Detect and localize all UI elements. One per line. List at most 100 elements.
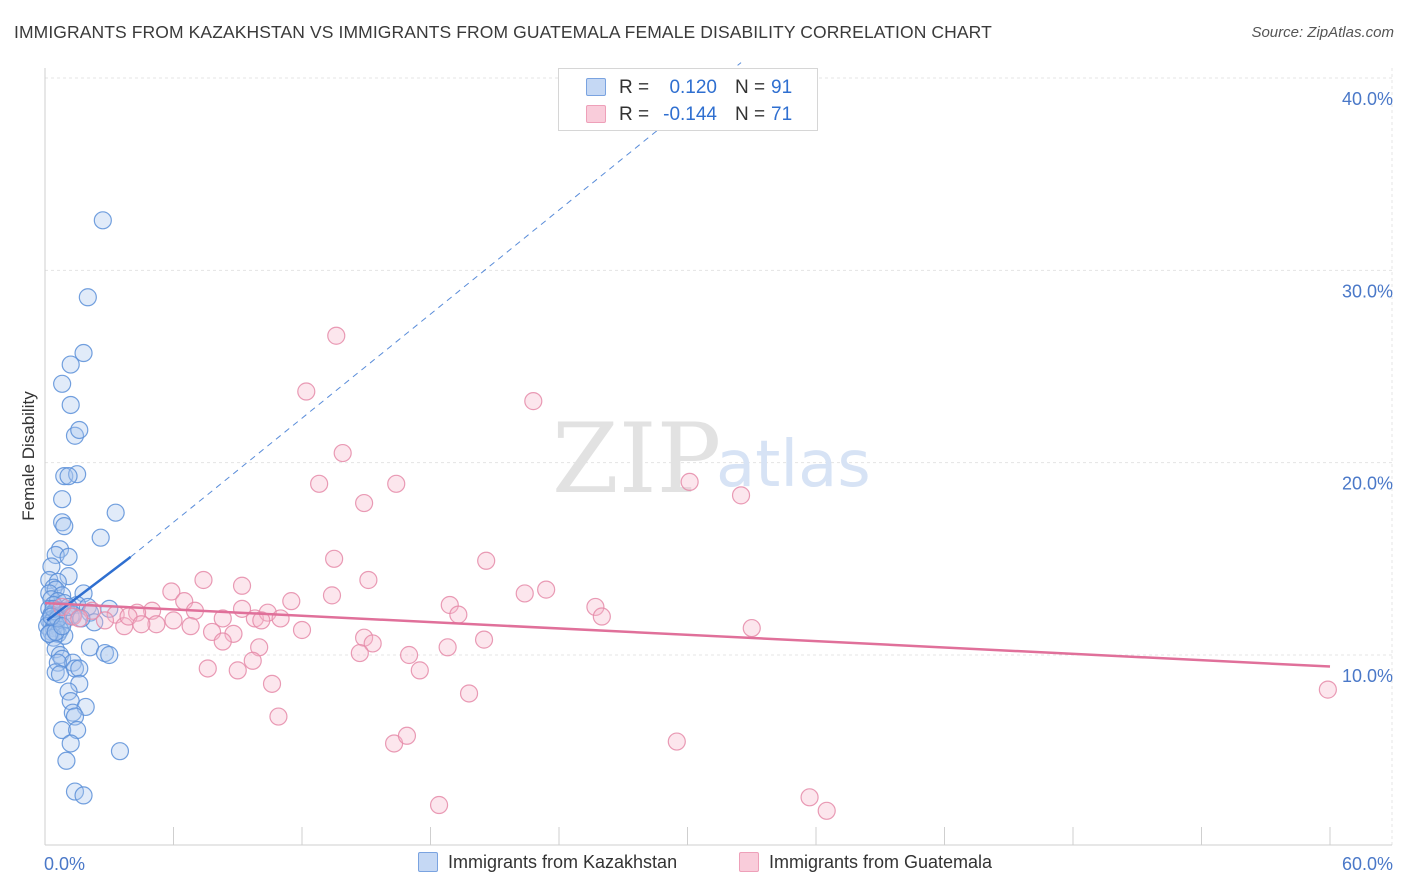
kazakhstan-trend-line xyxy=(46,555,132,622)
kazakhstan-point xyxy=(61,734,80,753)
guatemala-point xyxy=(817,801,836,820)
legend-row-guatemala: R = -0.144 N = 71 xyxy=(559,101,817,127)
guatemala-point xyxy=(232,599,252,618)
kazakhstan-point xyxy=(59,567,78,586)
axes xyxy=(44,68,1392,846)
kazakhstan-point xyxy=(70,420,89,440)
guatemala-point xyxy=(680,472,699,491)
chart-title: IMMIGRANTS FROM KAZAKHSTAN VS IMMIGRANTS… xyxy=(14,22,992,42)
guatemala-point xyxy=(297,382,316,401)
kazakhstan-point xyxy=(53,374,72,393)
watermark: ZIP atlas xyxy=(552,403,871,515)
guatemala-point xyxy=(198,659,217,678)
kazakhstan-point xyxy=(65,707,85,726)
grid-lines xyxy=(45,68,1393,845)
kazakhstan-point xyxy=(91,528,110,547)
guatemala-point xyxy=(449,605,468,624)
guatemala-point xyxy=(262,674,282,693)
guatemala-point xyxy=(399,645,419,665)
guatemala-point xyxy=(459,684,479,703)
bottom-legend-swatch-kazakhstan xyxy=(418,852,438,872)
guatemala-point xyxy=(228,661,247,680)
guatemala-point xyxy=(537,580,556,599)
kazakhstan-point xyxy=(59,597,78,617)
kazakhstan-point xyxy=(50,665,70,684)
kazakhstan-point xyxy=(110,742,130,761)
correlation-legend: R = 0.120 N = 91 R = -0.144 N = 71 xyxy=(558,68,818,131)
kazakhstan-point xyxy=(53,720,72,740)
guatemala-point xyxy=(322,586,342,605)
kazakhstan-point xyxy=(74,786,93,805)
guatemala-point xyxy=(800,788,819,807)
legend-n-value: 71 xyxy=(771,104,793,125)
y-tick-label: 20.0% xyxy=(1342,474,1393,494)
kazakhstan-point xyxy=(78,288,97,307)
y-tick-label: 10.0% xyxy=(1342,666,1393,686)
guatemala-point xyxy=(292,620,312,640)
guatemala-point xyxy=(95,611,115,630)
y-tick-labels: 10.0% 20.0% 30.0% 40.0% xyxy=(1342,89,1393,686)
guatemala-point xyxy=(474,630,494,649)
watermark-atlas-text: atlas xyxy=(716,428,871,502)
legend-n-label: N = xyxy=(735,104,766,125)
bottom-legend-kazakhstan: Immigrants from Kazakhstan xyxy=(418,852,677,873)
guatemala-point xyxy=(213,632,232,651)
guatemala-point xyxy=(438,638,457,657)
guatemala-point xyxy=(310,474,329,493)
guatemala-point xyxy=(1318,680,1337,699)
guatemala-point xyxy=(271,609,290,628)
legend-r-value: -0.144 xyxy=(663,104,717,125)
source-label: Source: ZipAtlas.com xyxy=(1251,24,1394,41)
guatemala-point xyxy=(325,549,344,568)
guatemala-point xyxy=(359,570,378,590)
bottom-legend-guatemala: Immigrants from Guatemala xyxy=(739,852,992,873)
kazakhstan-point xyxy=(106,503,125,522)
guatemala-point xyxy=(524,392,543,411)
guatemala-point xyxy=(327,326,346,345)
x-tick-label-max: 60.0% xyxy=(1342,854,1393,874)
guatemala-point xyxy=(410,661,429,680)
guatemala-point xyxy=(269,707,288,726)
guatemala-point xyxy=(63,607,82,626)
legend-swatch-kazakhstan xyxy=(586,78,606,96)
guatemala-point xyxy=(194,570,213,590)
guatemala-point xyxy=(363,634,382,653)
kazakhstan-point xyxy=(61,395,80,415)
kazakhstan-points xyxy=(38,211,130,805)
watermark-zip-text: ZIP xyxy=(552,403,721,515)
guatemala-point xyxy=(243,651,262,670)
guatemala-point xyxy=(282,592,301,611)
guatemala-point xyxy=(333,443,352,463)
kazakhstan-point xyxy=(59,547,78,567)
guatemala-point xyxy=(181,617,200,636)
legend-n-value: 91 xyxy=(771,77,793,98)
guatemala-point xyxy=(477,551,496,570)
legend-swatch-guatemala xyxy=(586,105,606,123)
kazakhstan-point xyxy=(93,211,112,230)
y-tick-label: 30.0% xyxy=(1342,281,1393,301)
bottom-legend-label-guatemala: Immigrants from Guatemala xyxy=(769,852,993,872)
guatemala-point xyxy=(232,576,252,595)
bottom-legend-label-kazakhstan: Immigrants from Kazakhstan xyxy=(448,852,678,872)
legend-r-label: R = xyxy=(619,104,650,125)
guatemala-point xyxy=(350,643,369,663)
guatemala-point xyxy=(667,732,686,751)
kazakhstan-point xyxy=(100,645,119,665)
guatemala-point xyxy=(162,582,181,601)
guatemala-point xyxy=(592,607,611,626)
legend-n-label: N = xyxy=(735,77,766,98)
bottom-legend-swatch-guatemala xyxy=(739,852,759,872)
guatemala-point xyxy=(132,615,151,634)
guatemala-point xyxy=(429,795,449,815)
guatemala-point xyxy=(742,618,761,638)
x-tick-label-min: 0.0% xyxy=(44,854,85,874)
kazakhstan-point xyxy=(59,467,78,486)
guatemala-point xyxy=(252,611,271,630)
guatemala-point xyxy=(731,486,751,505)
guatemala-point xyxy=(586,597,605,617)
guatemala-point xyxy=(355,493,374,513)
kazakhstan-point xyxy=(70,659,89,678)
kazakhstan-point xyxy=(65,782,85,801)
guatemala-trend-line xyxy=(44,601,1331,668)
